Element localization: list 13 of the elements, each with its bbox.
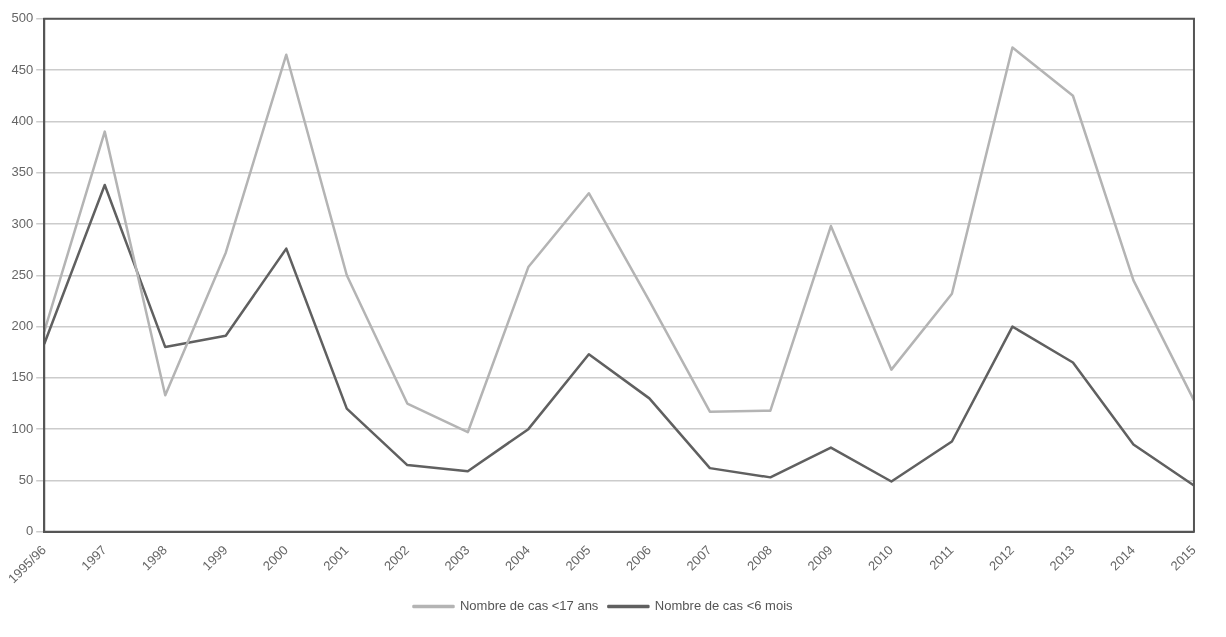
y-tick-label: 300 bbox=[11, 215, 34, 231]
y-tick-label: 0 bbox=[25, 523, 34, 539]
legend-label: Nombre de cas <6 mois bbox=[654, 598, 794, 614]
y-tick-label: 200 bbox=[11, 318, 34, 334]
y-tick-label: 450 bbox=[11, 61, 34, 77]
y-tick-label: 100 bbox=[11, 420, 34, 436]
y-tick-label: 350 bbox=[11, 164, 34, 180]
y-tick-label: 500 bbox=[11, 10, 34, 26]
y-tick-label: 250 bbox=[11, 266, 34, 282]
y-tick-label: 400 bbox=[11, 112, 34, 128]
legend-label: Nombre de cas <17 ans bbox=[459, 598, 599, 614]
y-tick-label: 50 bbox=[18, 472, 34, 488]
y-tick-label: 150 bbox=[11, 369, 34, 385]
